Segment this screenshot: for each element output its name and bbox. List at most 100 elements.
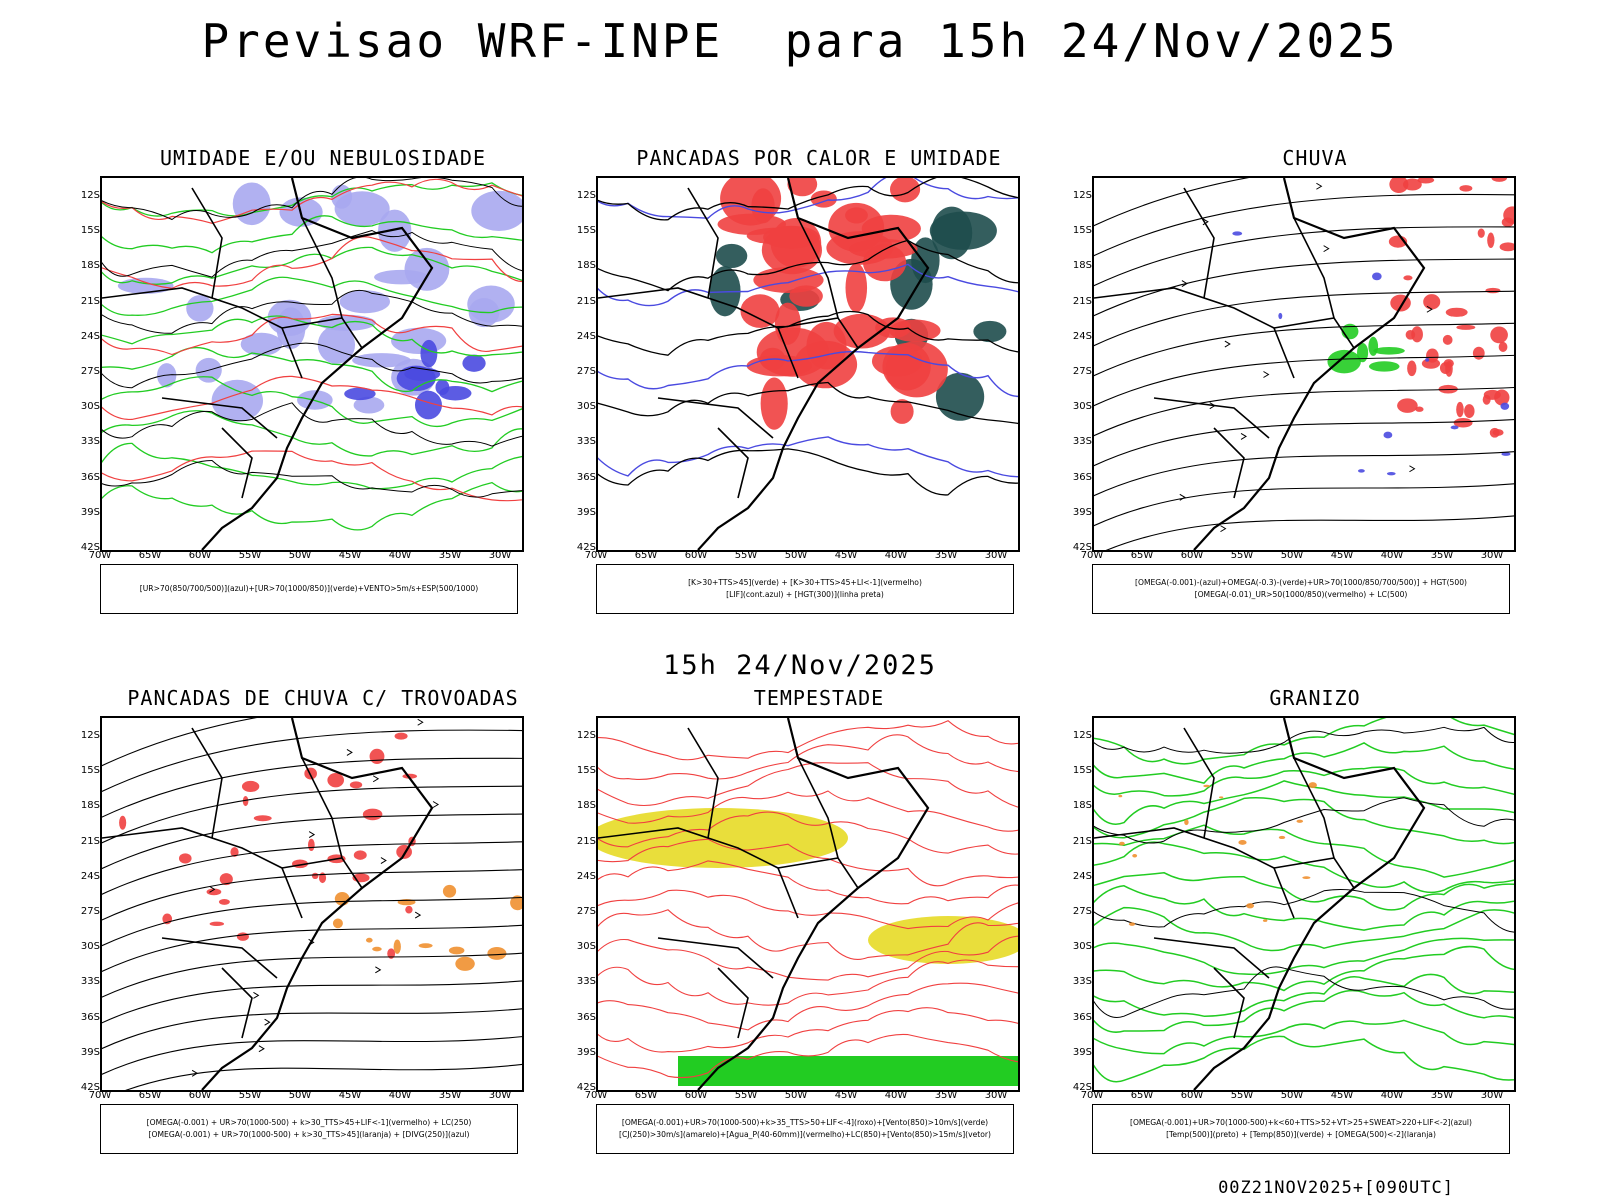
map-frame: [596, 176, 1020, 552]
streamline-250-arrow: [417, 718, 424, 726]
lon-tick-label: 60W: [684, 1090, 708, 1101]
lat-tick-label: 39S: [80, 1046, 100, 1058]
lon-tick-label: 70W: [584, 1090, 608, 1101]
omega-ur-area: [1443, 359, 1454, 368]
border-line: [598, 287, 799, 379]
humidity-low-contour: [102, 410, 522, 457]
temp850-contour: [1094, 796, 1514, 845]
humidity-core-area: [414, 390, 442, 420]
omega500-area: [1296, 819, 1304, 823]
lon-tick-label: 60W: [684, 550, 708, 561]
legend-box: [K>30+TTS>45](verde) + [K>30+TTS>45+LI<-…: [596, 564, 1014, 614]
lc850-contour: [598, 1007, 1018, 1053]
k-tts-li-area: [740, 294, 780, 328]
k-tts-li-area: [717, 213, 787, 235]
k-tts-area: [935, 372, 985, 421]
hgt300-contour: [598, 178, 1018, 221]
omega-ur-area: [1453, 418, 1473, 428]
lat-tick-label: 15S: [576, 765, 596, 777]
lat-tick-label: 36S: [576, 1011, 596, 1023]
humidity-low-contour: [102, 481, 522, 531]
legend-box: [OMEGA(-0.001)-(azul)+OMEGA(-0.3)-(verde…: [1092, 564, 1510, 614]
lat-tick-label: 12S: [80, 190, 100, 201]
lon-tick-label: 35W: [1430, 550, 1454, 561]
legend-line: [CJ(250)>30m/s](amarelo)+[Agua_P(40-60mm…: [619, 1130, 991, 1139]
omega500-area: [1219, 796, 1224, 799]
panel-granizo: GRANIZO 12S 15S 18S 21S 24S 27S 30S 33S 36S 39S 42S…: [1070, 686, 1560, 1186]
lat-tick-label: 18S: [576, 800, 596, 812]
k-tts-li-area: [889, 178, 921, 203]
lat-tick-label: 30S: [80, 401, 100, 413]
border-line: [687, 187, 719, 299]
border-line: [1293, 217, 1335, 319]
lon-tick-label: 30W: [984, 550, 1008, 561]
k-tts-li-area: [774, 302, 801, 345]
lat-tick-label: 21S: [1072, 295, 1092, 307]
weather-map: [1094, 178, 1514, 550]
streamline-250-arrow: [258, 1045, 265, 1053]
streamline-250: [102, 924, 522, 973]
lat-tick-label: 15S: [80, 765, 100, 777]
thickness-contour: [102, 375, 522, 421]
border-line: [161, 937, 278, 979]
lon-tick-label: 35W: [438, 550, 462, 561]
omega-ur-area: [1491, 178, 1508, 182]
lc850-contour: [598, 734, 1018, 780]
humidity-high-area: [334, 191, 390, 227]
pressure-contour: [102, 342, 522, 389]
omega-ur-area: [1490, 326, 1508, 344]
omega-ur-area: [1459, 185, 1473, 192]
weather-map: [598, 718, 1018, 1090]
weather-map: [102, 718, 522, 1090]
lon-tick-label: 65W: [138, 1090, 162, 1101]
thunderstorm-area: [242, 795, 249, 807]
legend-box: [UR>70(850/700/500)](azul)+[UR>70(1000/8…: [100, 564, 518, 614]
border-line: [191, 187, 223, 299]
humidity-high-area: [117, 277, 174, 294]
panel-title: CHUVA: [1282, 146, 1348, 170]
map-frame: [100, 716, 524, 1092]
pressure-contour: [102, 178, 522, 221]
temp850-contour: [1094, 1019, 1514, 1055]
k-tts-area: [973, 320, 1007, 343]
run-stamp: 00Z21NOV2025+[090UTC]: [1218, 1178, 1454, 1198]
streamline-250: [102, 1008, 522, 1050]
omega-ur-area: [1489, 427, 1500, 438]
border-line: [1183, 727, 1215, 839]
lat-tick-label: 21S: [80, 835, 100, 847]
thunderstorm-area: [349, 781, 363, 789]
lat-tick-label: 21S: [576, 295, 596, 307]
thunderstorm-moderate-area: [332, 918, 343, 929]
streamline-250-arrow: [308, 831, 316, 839]
weather-map: [598, 178, 1018, 550]
thunderstorm-area: [241, 780, 260, 792]
lat-tick-label: 27S: [80, 906, 100, 917]
temp850-contour: [1094, 824, 1514, 878]
omega500-area: [1308, 782, 1317, 789]
lon-tick-label: 50W: [288, 1090, 312, 1101]
humidity-low-contour: [102, 315, 522, 357]
map-frame: [100, 176, 524, 552]
lon-tick-label: 55W: [238, 1090, 262, 1101]
border-line: [1153, 937, 1270, 979]
lon-tick-label: 30W: [1480, 1090, 1504, 1101]
border-line: [797, 757, 839, 859]
hgt300-contour: [598, 448, 1018, 496]
omega-ur-area: [1456, 324, 1476, 330]
panel-title: PANCADAS DE CHUVA C/ TROVOADAS: [127, 686, 519, 710]
panel-trovoadas: PANCADAS DE CHUVA C/ TROVOADAS 12S 15S 18S 2…: [78, 686, 568, 1186]
streamline-500: [1094, 451, 1514, 497]
lc850-contour: [598, 935, 1018, 981]
legend-box: [OMEGA(-0.001) + UR>70(1000-500) + k>30_…: [100, 1104, 518, 1154]
lon-tick-label: 55W: [1230, 1090, 1254, 1101]
lon-tick-label: 30W: [488, 1090, 512, 1101]
omega-weak-area: [1278, 312, 1283, 320]
panel-title: UMIDADE E/OU NEBULOSIDADE: [159, 146, 487, 170]
omega-ur-area: [1445, 307, 1468, 317]
streamline-250: [102, 980, 522, 1024]
streamline-500: [1094, 178, 1250, 227]
lat-tick-label: 18S: [80, 800, 100, 812]
omega-ur-area: [1487, 232, 1495, 249]
lat-tick-label: 42S: [576, 542, 596, 553]
coastline: [201, 718, 434, 1090]
